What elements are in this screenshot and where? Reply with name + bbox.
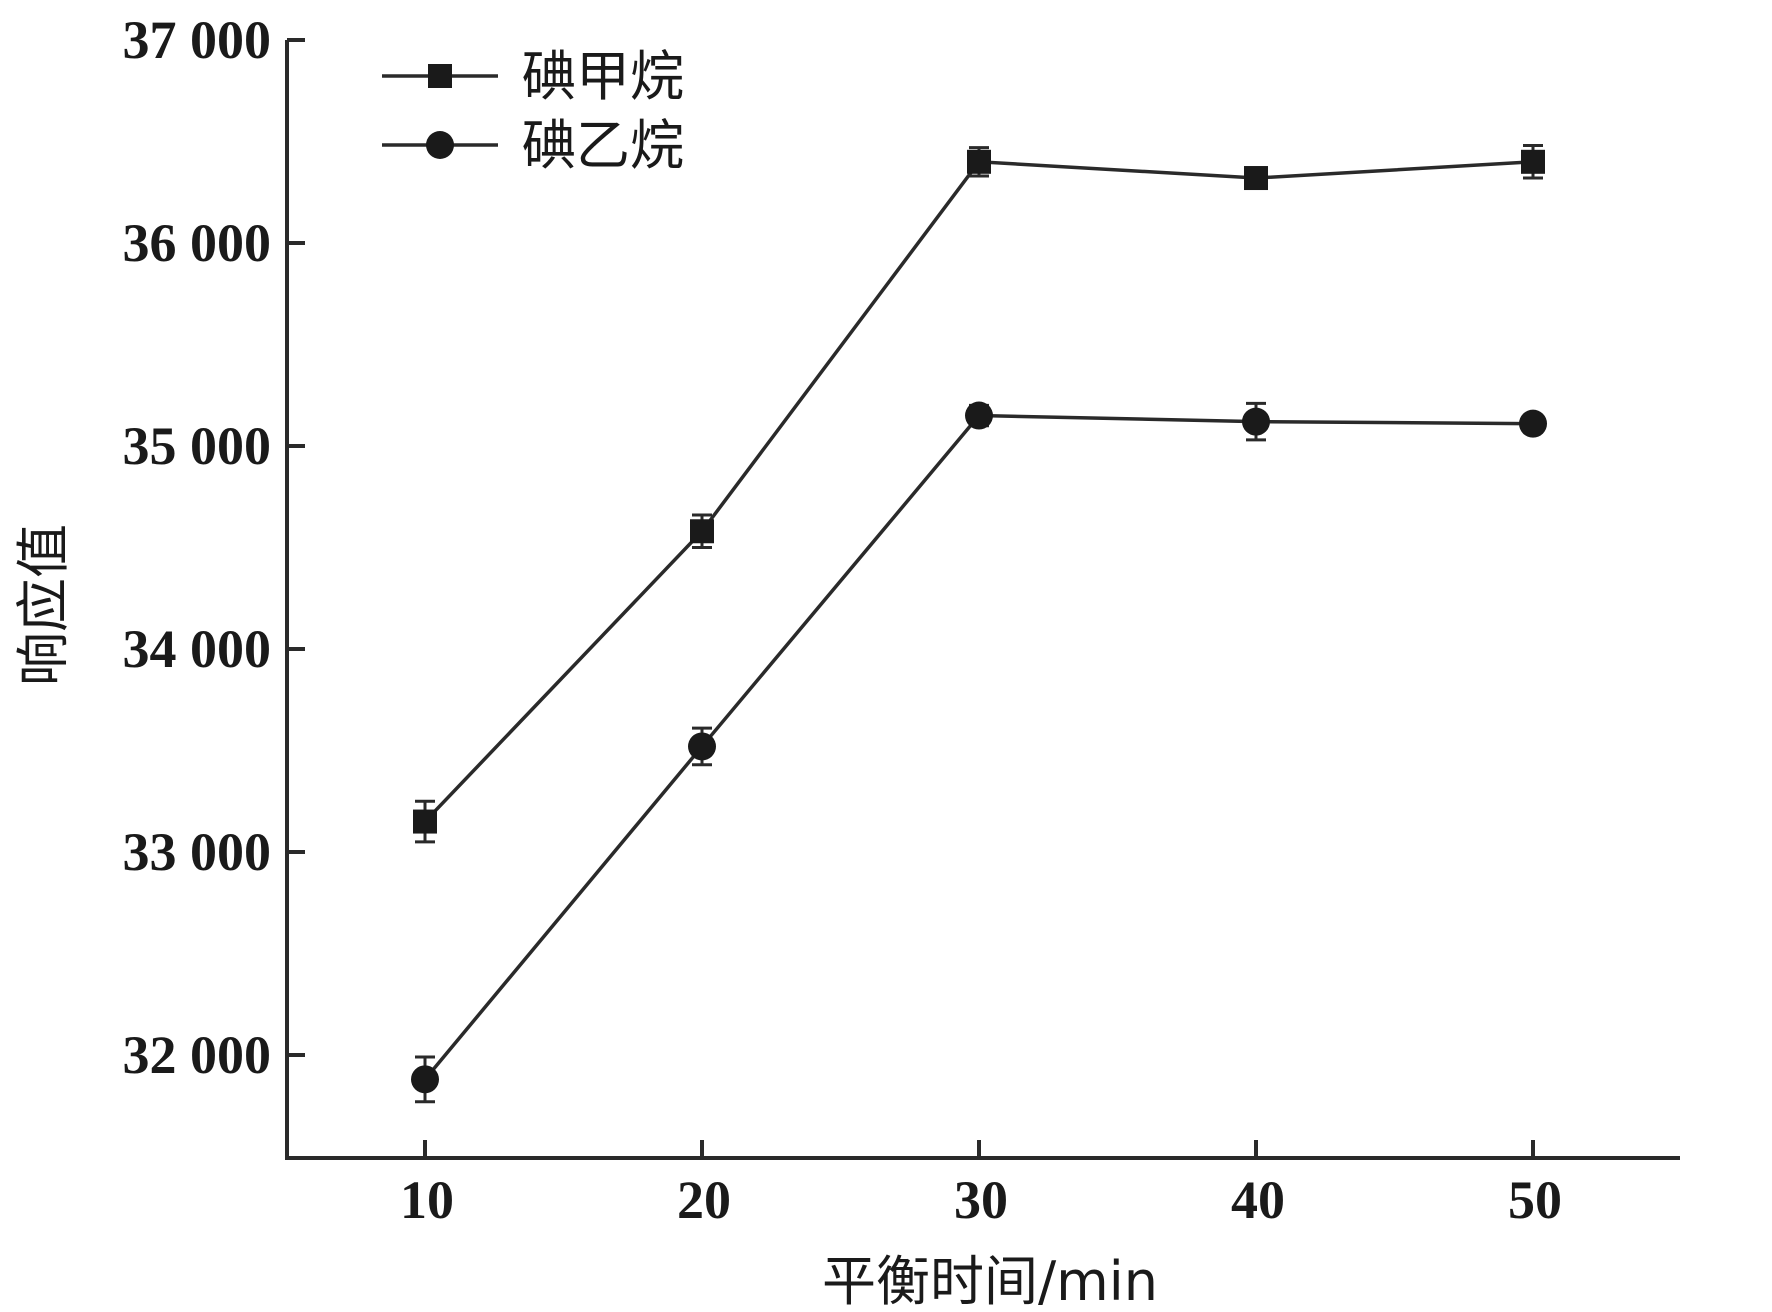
data-point: [1242, 407, 1270, 436]
data-point: [413, 809, 437, 834]
series-line: [423, 413, 1534, 1081]
series-layer: [411, 144, 1547, 1104]
axes: [285, 40, 1680, 1160]
data-point: [1521, 149, 1545, 174]
x-tick-label: 30: [954, 1170, 1008, 1230]
y-tick-label: 37 000: [123, 10, 272, 70]
data-point: [688, 732, 716, 761]
legend-marker: [426, 131, 454, 159]
y-tick-label: 34 000: [123, 619, 272, 679]
x-tick-label: 40: [1231, 1170, 1285, 1230]
y-tick-label: 36 000: [123, 213, 272, 273]
legend-label: 碘乙烷: [522, 114, 684, 177]
x-tick-label: 20: [677, 1170, 731, 1230]
series-1: [413, 144, 1545, 844]
series-2: [411, 401, 1547, 1104]
legend-marker: [428, 64, 452, 88]
y-axis-title: 响应值: [12, 524, 75, 686]
data-point: [965, 401, 993, 430]
x-axis-title: 平衡时间/min: [822, 1250, 1158, 1312]
data-point: [411, 1065, 439, 1094]
data-point: [1519, 409, 1547, 438]
series-line: [423, 159, 1534, 823]
x-ticks: 10 20 30 40 50: [400, 1140, 1562, 1230]
x-tick-label: 10: [400, 1170, 454, 1230]
x-tick-label: 50: [1508, 1170, 1562, 1230]
y-ticks: 32 000 33 000 34 000 35 000 36 000 37 000: [123, 10, 305, 1085]
data-point: [1244, 166, 1268, 191]
legend-item: 碘乙烷: [382, 114, 684, 177]
y-tick-label: 33 000: [123, 822, 272, 882]
y-tick-label: 35 000: [123, 416, 272, 476]
y-tick-label: 32 000: [123, 1025, 272, 1085]
data-point: [967, 149, 991, 174]
legend-item: 碘甲烷: [382, 45, 684, 108]
data-point: [690, 519, 714, 544]
legend-label: 碘甲烷: [522, 45, 684, 108]
